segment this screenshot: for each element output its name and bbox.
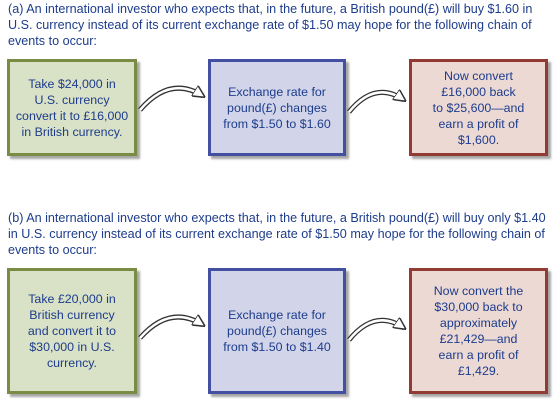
arrow-b2-icon <box>347 320 404 342</box>
step-a3-text: Now convert £16,000 back to $25,600—and … <box>432 68 525 147</box>
arrow-b1-icon <box>138 317 203 340</box>
step-box-b3: Now convert the $30,000 back to approxim… <box>409 268 548 394</box>
intro-text-a: (a) An international investor who expect… <box>8 2 533 48</box>
intro-text-b: (b) An international investor who expect… <box>8 211 546 257</box>
arrow-a2-icon <box>347 92 404 114</box>
step-b1-text: Take £20,000 in British currency and con… <box>27 292 117 370</box>
step-a2-text: Exchange rate for pound(£) changes from … <box>223 84 331 131</box>
step-box-a3: Now convert £16,000 back to $25,600—and … <box>409 59 548 156</box>
arrow-a1-icon <box>138 88 203 112</box>
step-box-a1: Take $24,000 in U.S. currency convert it… <box>7 59 137 156</box>
step-box-b2: Exchange rate for pound(£) changes from … <box>208 268 346 394</box>
step-b2-text: Exchange rate for pound(£) changes from … <box>223 308 331 354</box>
step-box-a2: Exchange rate for pound(£) changes from … <box>208 59 346 156</box>
step-box-b1: Take £20,000 in British currency and con… <box>7 268 137 394</box>
step-a1-text: Take $24,000 in U.S. currency convert it… <box>15 76 129 139</box>
step-b3-text: Now convert the $30,000 back to approxim… <box>433 284 524 378</box>
